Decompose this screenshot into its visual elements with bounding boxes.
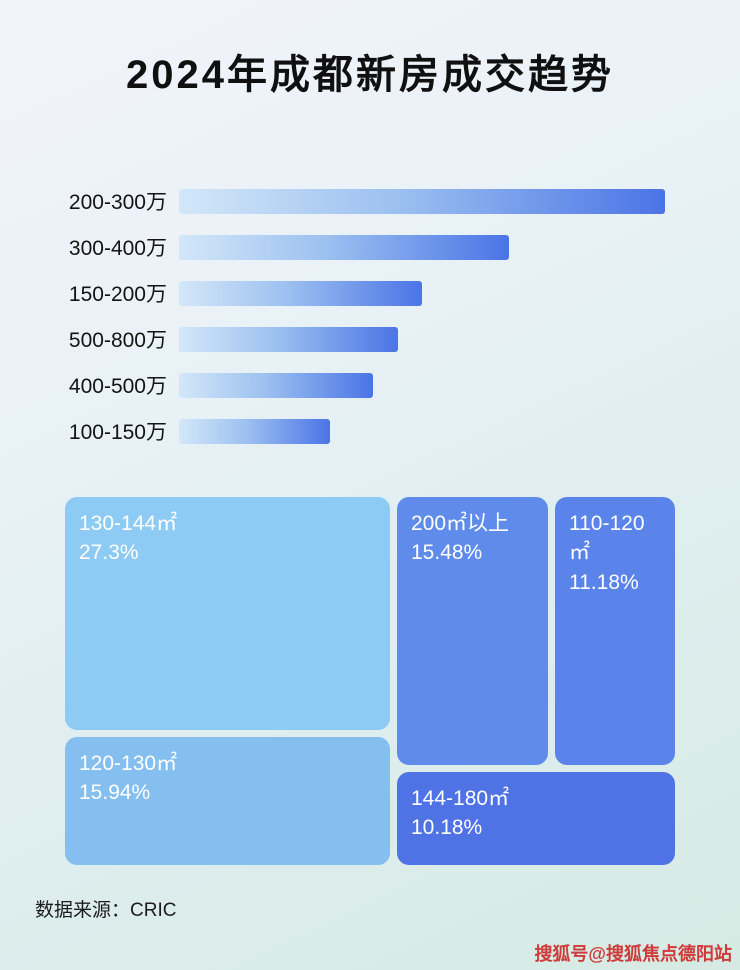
bar-category-label: 100-150万 bbox=[68, 421, 167, 444]
bar-row: 150-200万 bbox=[35, 270, 665, 316]
treemap-block-144-180: 144-180㎡ 10.18% bbox=[397, 772, 675, 865]
unit-size-treemap: 130-144㎡ 27.3% 200㎡以上 15.48% 110-120㎡ 11… bbox=[65, 497, 675, 865]
data-source-note: 数据来源：CRIC bbox=[35, 900, 177, 921]
bar-track bbox=[179, 188, 665, 214]
bar-fill bbox=[179, 418, 330, 444]
treemap-label: 120-130㎡ bbox=[79, 752, 178, 775]
bar-row: 500-800万 bbox=[35, 316, 665, 362]
bar-row: 400-500万 bbox=[35, 362, 665, 408]
treemap-value: 15.94% bbox=[79, 781, 151, 805]
bar-fill bbox=[179, 372, 374, 398]
price-range-bar-chart: 200-300万 300-400万 150-200万 500-800万 400-… bbox=[35, 178, 665, 454]
bar-fill bbox=[179, 326, 398, 352]
bar-category-label: 300-400万 bbox=[68, 237, 167, 260]
bar-category-label: 500-800万 bbox=[68, 329, 167, 352]
bar-category-label: 200-300万 bbox=[68, 191, 167, 214]
bar-fill bbox=[179, 188, 665, 214]
bar-row: 200-300万 bbox=[35, 178, 665, 224]
treemap-block-120-130: 120-130㎡ 15.94% bbox=[65, 737, 390, 865]
treemap-label: 144-180㎡ bbox=[411, 787, 510, 810]
bar-row: 300-400万 bbox=[35, 224, 665, 270]
bar-track bbox=[179, 372, 665, 398]
treemap-value: 15.48% bbox=[411, 541, 483, 565]
treemap-block-130-144: 130-144㎡ 27.3% bbox=[65, 497, 390, 730]
treemap-label: 130-144㎡ bbox=[79, 512, 178, 535]
bar-track bbox=[179, 280, 665, 306]
treemap-label: 110-120㎡ bbox=[569, 512, 645, 565]
treemap-label: 200㎡以上 bbox=[411, 512, 510, 535]
page-title: 2024年成都新房成交趋势 bbox=[126, 53, 614, 97]
treemap-value: 10.18% bbox=[411, 816, 483, 840]
bar-fill bbox=[179, 280, 422, 306]
watermark-text: 搜狐号@搜狐焦点德阳站 bbox=[534, 944, 732, 964]
bar-track bbox=[179, 234, 665, 260]
bar-track bbox=[179, 418, 665, 444]
bar-row: 100-150万 bbox=[35, 408, 665, 454]
treemap-value: 11.18% bbox=[569, 570, 639, 594]
treemap-block-200-plus: 200㎡以上 15.48% bbox=[397, 497, 548, 765]
bar-track bbox=[179, 326, 665, 352]
bar-category-label: 400-500万 bbox=[68, 375, 167, 398]
bar-fill bbox=[179, 234, 510, 260]
treemap-block-110-120: 110-120㎡ 11.18% bbox=[555, 497, 675, 765]
treemap-value: 27.3% bbox=[79, 541, 139, 565]
bar-category-label: 150-200万 bbox=[68, 283, 167, 306]
